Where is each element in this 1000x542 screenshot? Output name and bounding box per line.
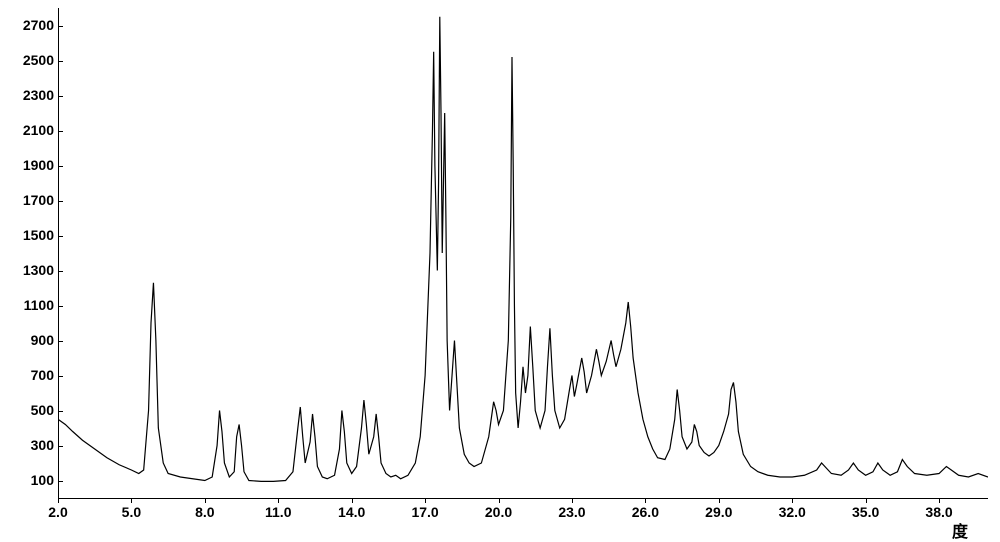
x-tick-mark: [278, 498, 279, 503]
x-tick-mark: [499, 498, 500, 503]
y-tick-label: 1700: [4, 192, 54, 208]
x-tick-mark: [866, 498, 867, 503]
y-tick-label: 100: [4, 472, 54, 488]
y-tick-label: 1300: [4, 262, 54, 278]
xrd-chart: 100 300 500 700 900 1100 1300 1500 1700 1900 2100 2…: [0, 0, 1000, 542]
x-tick-mark: [131, 498, 132, 503]
x-tick-label: 11.0: [265, 504, 291, 520]
x-tick-mark: [572, 498, 573, 503]
x-tick-label: 23.0: [558, 504, 585, 520]
y-tick-label: 2300: [4, 87, 54, 103]
x-axis-line: [58, 498, 988, 499]
y-tick-label: 900: [4, 332, 54, 348]
y-tick-label: 1100: [4, 297, 54, 313]
x-tick-label: 26.0: [632, 504, 659, 520]
y-tick-label: 700: [4, 367, 54, 383]
y-tick-label: 500: [4, 402, 54, 418]
y-tick-label: 1900: [4, 157, 54, 173]
x-tick-label: 29.0: [705, 504, 732, 520]
x-tick-label: 5.0: [122, 504, 141, 520]
x-tick-mark: [792, 498, 793, 503]
y-tick-label: 2700: [4, 17, 54, 33]
y-tick-label: 2500: [4, 52, 54, 68]
x-tick-mark: [205, 498, 206, 503]
x-tick-label: 38.0: [925, 504, 952, 520]
x-tick-mark: [58, 498, 59, 503]
x-tick-mark: [352, 498, 353, 503]
x-tick-label: 20.0: [485, 504, 512, 520]
x-tick-mark: [719, 498, 720, 503]
x-tick-label: 2.0: [48, 504, 67, 520]
x-tick-label: 14.0: [338, 504, 365, 520]
x-tick-label: 8.0: [195, 504, 214, 520]
y-tick-label: 2100: [4, 122, 54, 138]
y-tick-label: 300: [4, 437, 54, 453]
spectrum-line: [58, 8, 988, 498]
x-tick-label: 35.0: [852, 504, 879, 520]
x-tick-mark: [939, 498, 940, 503]
x-axis-title: 度: [952, 518, 968, 542]
y-tick-label: 1500: [4, 227, 54, 243]
x-tick-mark: [425, 498, 426, 503]
x-tick-mark: [645, 498, 646, 503]
x-tick-label: 17.0: [411, 504, 438, 520]
x-tick-label: 32.0: [779, 504, 806, 520]
